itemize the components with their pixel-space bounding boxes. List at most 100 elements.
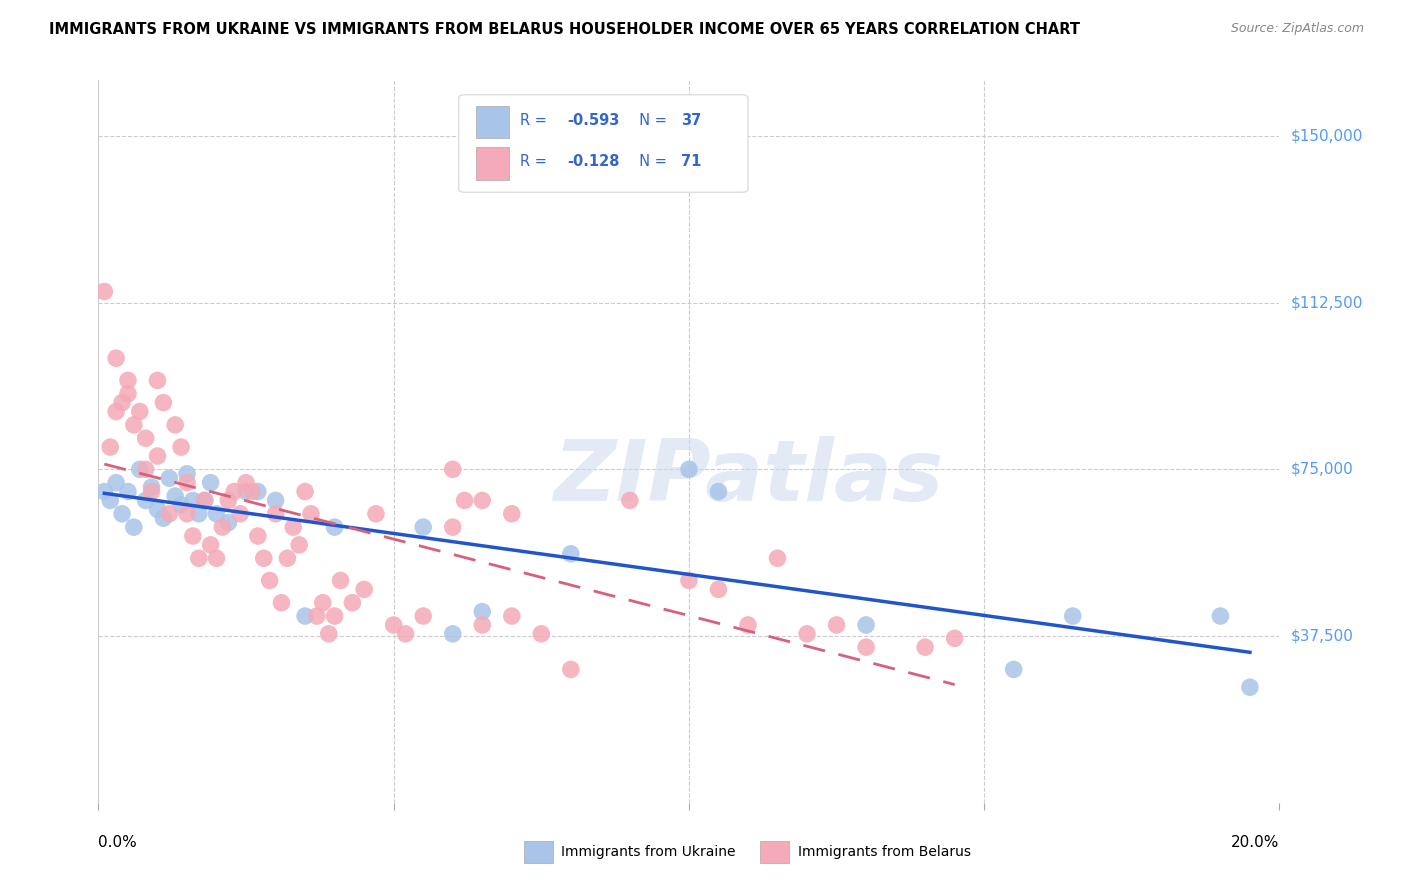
Point [364, 507, 387, 521]
Point [560, 662, 582, 676]
Point [200, 538, 222, 552]
Point [111, 507, 134, 521]
Point [152, 511, 174, 525]
Text: $75,000: $75,000 [1291, 462, 1354, 477]
Point [170, 498, 193, 512]
Point [135, 493, 157, 508]
Point [205, 507, 228, 521]
Point [135, 462, 157, 476]
Point [560, 547, 582, 561]
Point [200, 475, 222, 490]
Point [176, 507, 198, 521]
Point [530, 627, 553, 641]
Point [122, 417, 145, 432]
Point [170, 440, 193, 454]
Point [181, 529, 204, 543]
Point [382, 618, 405, 632]
Point [471, 493, 494, 508]
Text: Immigrants from Belarus: Immigrants from Belarus [797, 845, 970, 859]
Point [141, 484, 163, 499]
Point [111, 395, 134, 409]
Text: IMMIGRANTS FROM UKRAINE VS IMMIGRANTS FROM BELARUS HOUSEHOLDER INCOME OVER 65 YE: IMMIGRANTS FROM UKRAINE VS IMMIGRANTS FR… [49, 22, 1080, 37]
Point [235, 475, 257, 490]
Point [152, 395, 174, 409]
Text: N =: N = [630, 112, 672, 128]
Point [453, 493, 475, 508]
Point [146, 502, 169, 516]
Text: 37: 37 [681, 112, 702, 128]
Point [1209, 609, 1232, 624]
Point [157, 471, 180, 485]
Point [117, 386, 139, 401]
Point [441, 627, 464, 641]
Point [294, 609, 316, 624]
Point [855, 618, 877, 632]
Point [246, 484, 269, 499]
Point [1062, 609, 1084, 624]
Point [146, 373, 169, 387]
Point [318, 627, 340, 641]
Point [176, 475, 198, 490]
Point [288, 538, 311, 552]
Text: -0.128: -0.128 [567, 154, 620, 169]
Point [943, 632, 966, 646]
Point [305, 609, 328, 624]
Point [217, 516, 239, 530]
Point [471, 618, 494, 632]
Text: R =: R = [520, 154, 551, 169]
Point [117, 373, 139, 387]
Point [394, 627, 416, 641]
Point [194, 493, 217, 508]
Point [105, 475, 128, 490]
Bar [523, 841, 553, 863]
Point [441, 462, 464, 476]
Point [117, 484, 139, 499]
Point [253, 551, 276, 566]
Point [187, 551, 209, 566]
Point [342, 596, 364, 610]
Point [412, 609, 434, 624]
Point [766, 551, 789, 566]
Text: ZIPatlas: ZIPatlas [553, 436, 943, 519]
Point [165, 489, 187, 503]
Point [270, 596, 292, 610]
Point [217, 493, 239, 508]
Point [205, 551, 228, 566]
Point [224, 484, 246, 499]
Point [259, 574, 281, 588]
Point [737, 618, 759, 632]
Point [93, 484, 115, 499]
Text: $37,500: $37,500 [1291, 629, 1354, 643]
Point [825, 618, 848, 632]
Point [276, 551, 298, 566]
Point [914, 640, 936, 655]
Point [353, 582, 375, 597]
Text: N =: N = [630, 154, 672, 169]
Point [619, 493, 641, 508]
Point [235, 484, 257, 499]
Point [323, 520, 346, 534]
Text: 20.0%: 20.0% [1232, 835, 1279, 850]
Point [194, 493, 217, 508]
Point [501, 507, 523, 521]
Point [855, 640, 877, 655]
Text: R =: R = [520, 112, 551, 128]
Point [165, 417, 187, 432]
Point [122, 520, 145, 534]
Point [707, 484, 730, 499]
Point [501, 609, 523, 624]
Point [246, 529, 269, 543]
Text: $150,000: $150,000 [1291, 128, 1362, 144]
Point [471, 605, 494, 619]
Point [299, 507, 322, 521]
Text: $112,500: $112,500 [1291, 295, 1362, 310]
Point [211, 520, 233, 534]
Point [105, 404, 128, 418]
Point [678, 462, 700, 476]
Point [141, 480, 163, 494]
Point [135, 431, 157, 445]
Point [323, 609, 346, 624]
Point [181, 493, 204, 508]
Point [412, 520, 434, 534]
Point [157, 507, 180, 521]
